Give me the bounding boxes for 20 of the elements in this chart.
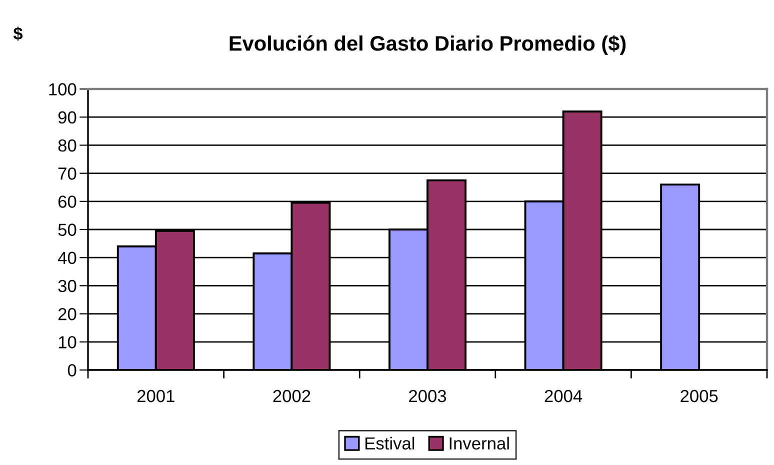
y-tick-label: 80 <box>58 139 76 152</box>
y-tick-label: 30 <box>58 280 76 292</box>
x-tick-label: 2003 <box>409 390 446 402</box>
y-tick-label: 10 <box>58 336 76 348</box>
y-tick-label: 60 <box>58 196 76 208</box>
chart-title: Evolución del Gasto Diario Promedio ($) <box>230 35 626 55</box>
y-tick-label: 40 <box>58 252 76 264</box>
y-tick-label: 0 <box>68 364 76 376</box>
y-axis-title: $ <box>13 26 23 41</box>
y-tick-label: 100 <box>49 83 76 96</box>
legend-label: Estival <box>366 436 414 450</box>
y-tick-label: 90 <box>58 111 76 124</box>
x-tick-label: 2001 <box>137 390 174 402</box>
y-tick-label: 20 <box>58 308 76 320</box>
y-tick-label: 50 <box>58 224 76 236</box>
y-tick-label: 70 <box>58 167 76 180</box>
legend-label: Invernal <box>450 436 509 450</box>
x-tick-label: 2005 <box>680 390 718 402</box>
x-tick-label: 2002 <box>273 390 310 402</box>
x-tick-label: 2004 <box>544 390 582 402</box>
